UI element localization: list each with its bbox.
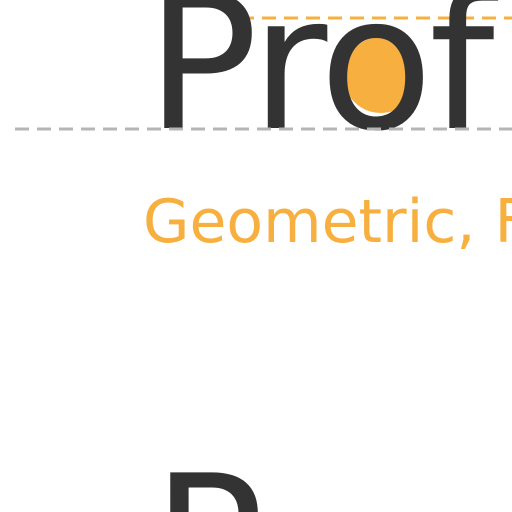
next-headline: P (152, 435, 260, 512)
subtitle: Geometric, F (143, 187, 512, 257)
headline: Prof (146, 0, 499, 172)
accent-dot (343, 37, 419, 113)
